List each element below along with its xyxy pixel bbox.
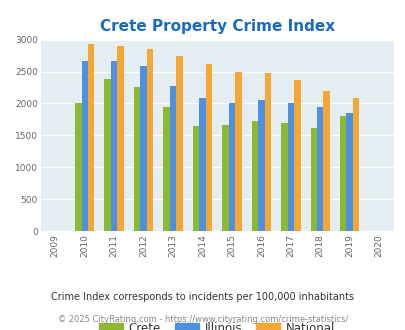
Bar: [258, 100, 264, 231]
Bar: [192, 126, 199, 231]
Bar: [352, 98, 358, 231]
Title: Crete Property Crime Index: Crete Property Crime Index: [99, 19, 334, 34]
Bar: [323, 91, 329, 231]
Bar: [287, 103, 293, 231]
Bar: [163, 107, 169, 231]
Text: © 2025 CityRating.com - https://www.cityrating.com/crime-statistics/: © 2025 CityRating.com - https://www.city…: [58, 315, 347, 324]
Bar: [81, 61, 88, 231]
Bar: [205, 64, 212, 231]
Bar: [228, 103, 234, 231]
Bar: [199, 98, 205, 231]
Bar: [310, 128, 316, 231]
Text: Crime Index corresponds to incidents per 100,000 inhabitants: Crime Index corresponds to incidents per…: [51, 292, 354, 302]
Bar: [222, 125, 228, 231]
Bar: [251, 121, 258, 231]
Bar: [234, 72, 241, 231]
Bar: [280, 123, 287, 231]
Bar: [75, 103, 81, 231]
Bar: [345, 113, 352, 231]
Bar: [169, 85, 176, 231]
Bar: [111, 61, 117, 231]
Legend: Crete, Illinois, National: Crete, Illinois, National: [94, 317, 339, 330]
Bar: [140, 66, 147, 231]
Bar: [339, 115, 345, 231]
Bar: [117, 46, 124, 231]
Bar: [316, 107, 323, 231]
Bar: [147, 49, 153, 231]
Bar: [134, 87, 140, 231]
Bar: [104, 79, 111, 231]
Bar: [264, 73, 271, 231]
Bar: [88, 44, 94, 231]
Bar: [176, 55, 182, 231]
Bar: [293, 81, 300, 231]
